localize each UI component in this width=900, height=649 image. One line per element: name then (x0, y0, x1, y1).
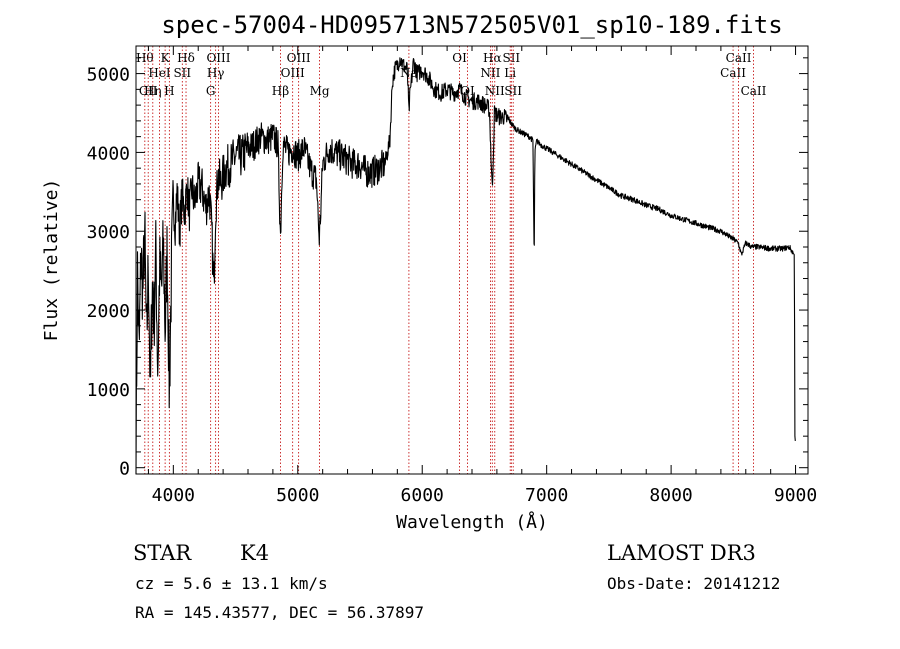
marker-label: G (206, 84, 216, 98)
spectrum-info: STAR K4 LAMOST DR3 cz = 5.6 ± 13.1 km/s … (133, 541, 780, 622)
object-subclass: K4 (240, 541, 269, 565)
marker-label: CII (139, 84, 158, 98)
x-tick-label: 6000 (401, 485, 444, 506)
survey-name: LAMOST DR3 (607, 541, 756, 565)
y-tick-label: 1000 (87, 380, 130, 401)
plot-frame (135, 45, 809, 475)
marker-label: Hδ (177, 51, 195, 65)
spectrum-series-line (135, 57, 796, 475)
y-axis-ticks: 0 1000 2000 3000 4000 5000 (87, 57, 808, 480)
y-tick-label: 0 (119, 459, 130, 480)
marker-label: OI (452, 51, 467, 65)
marker-label: Hγ (207, 66, 225, 80)
x-axis-ticks: 4000 5000 6000 7000 8000 9000 (147, 46, 817, 506)
marker-label: OIII (281, 66, 305, 80)
marker-label: CaII (726, 51, 752, 65)
marker-label: Hβ (272, 84, 289, 98)
marker-label: NII (485, 84, 505, 98)
marker-label: CaII (720, 66, 746, 80)
y-axis-label: Flux (relative) (41, 179, 62, 342)
marker-label: OIII (206, 51, 230, 65)
object-class: STAR (133, 541, 192, 565)
marker-label: Li (504, 66, 516, 80)
marker-label: SII (504, 84, 522, 98)
marker-label: H (164, 84, 174, 98)
x-tick-label: 8000 (649, 485, 692, 506)
x-tick-label: 7000 (525, 485, 568, 506)
coordinates-readout: RA = 145.43577, DEC = 56.37897 (135, 603, 424, 622)
x-tick-label: 5000 (276, 485, 319, 506)
x-tick-label: 9000 (774, 485, 817, 506)
marker-label: K (161, 51, 171, 65)
marker-label: Hθ (136, 51, 154, 65)
y-tick-label: 2000 (87, 301, 130, 322)
y-tick-label: 3000 (87, 222, 130, 243)
marker-label: HeI (148, 66, 171, 80)
marker-label: OIII (287, 51, 311, 65)
marker-label: SII (502, 51, 520, 65)
x-axis-label: Wavelength (Å) (396, 511, 548, 533)
redshift-readout: cz = 5.6 ± 13.1 km/s (135, 574, 328, 593)
marker-label: CaII (741, 84, 767, 98)
y-tick-label: 4000 (87, 143, 130, 164)
observation-date: Obs-Date: 20141212 (607, 574, 780, 593)
y-tick-label: 5000 (87, 65, 130, 86)
marker-label: Hη (144, 84, 162, 98)
emission-line-markers: HθCIIHηHeIKHSIIHδGHγOIIIHβOIIIOIIIMgNaOI… (136, 46, 767, 474)
marker-label: NII (480, 66, 500, 80)
marker-label: Mg (310, 84, 330, 98)
marker-label: SII (173, 66, 191, 80)
chart-title: spec-57004-HD095713N572505V01_sp10-189.f… (161, 11, 782, 39)
x-tick-label: 4000 (152, 485, 195, 506)
marker-label: Hα (483, 51, 502, 65)
plot-area: HθCIIHηHeIKHSIIHδGHγOIIIHβOIIIOIIIMgNaOI… (87, 45, 817, 506)
